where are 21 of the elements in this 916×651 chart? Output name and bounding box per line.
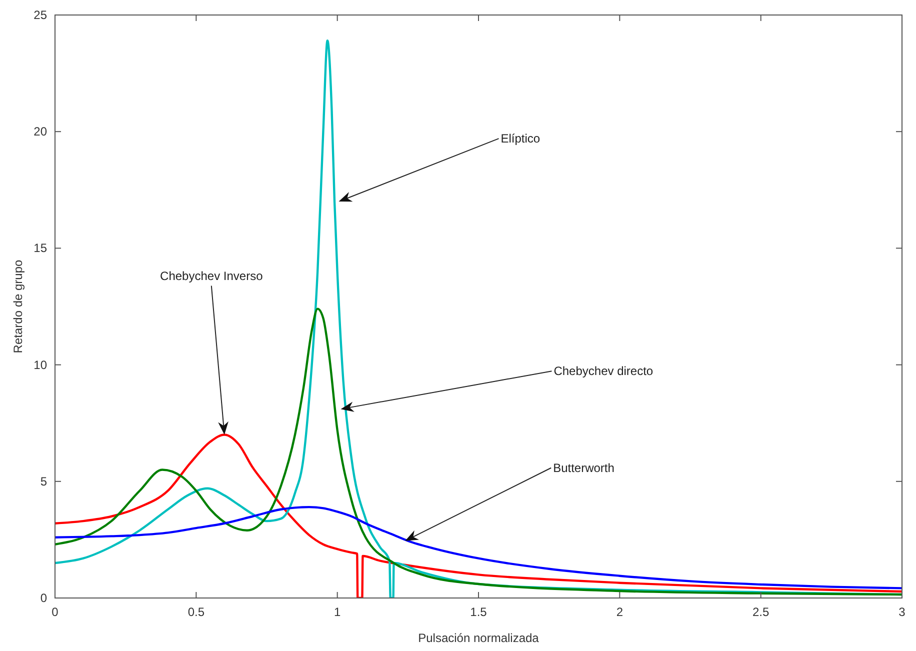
annotation: Butterworth [553,460,614,475]
line-series [55,506,902,590]
y-tick-label: 20 [34,124,48,139]
y-tick-label: 10 [34,358,48,372]
x-tick-label: 0 [52,605,59,619]
x-tick-label: 0.5 [188,605,205,619]
x-tick-label: 2 [616,605,624,619]
y-tick-label: 25 [34,8,48,22]
y-tick-label: 5 [40,474,48,488]
y-tick-label: 0 [40,591,48,605]
y-tick-label: 15 [34,241,48,256]
x-axis-title: Pulsación normalizada [418,631,540,645]
x-tick-label: 2.5 [752,605,770,619]
x-tick-label: 1.5 [470,605,488,619]
x-tick-label: 1 [334,605,341,619]
annotation: Chebychev directo [554,364,654,378]
annotation: Chebychev Inverso [160,268,264,283]
line-series [55,308,902,596]
y-axis-title: Retardo de grupo [11,259,25,354]
annotation: Elíptico [500,132,540,146]
x-tick-label: 3 [898,605,906,619]
